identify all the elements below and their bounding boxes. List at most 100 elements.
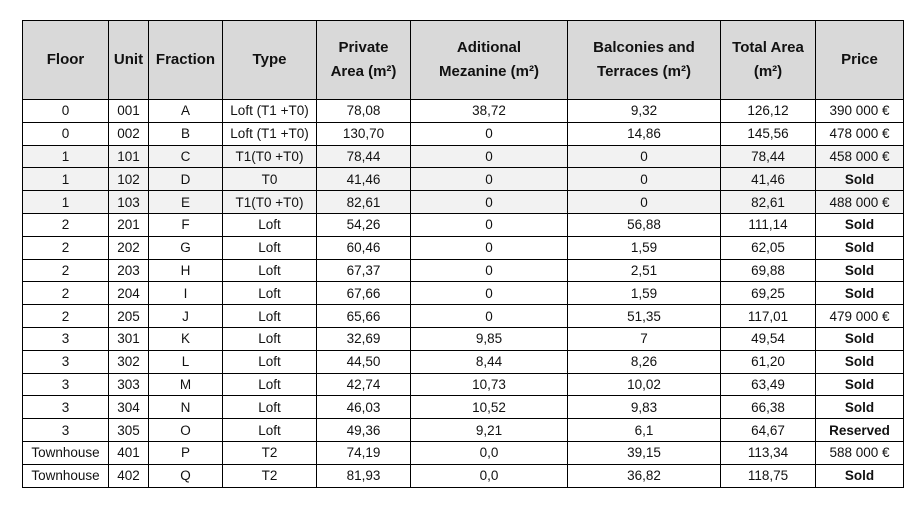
table-cell: 301 — [108, 326, 149, 351]
table-cell: 54,26 — [316, 212, 411, 237]
table-cell: Sold — [815, 349, 904, 374]
table-cell: T2 — [222, 440, 317, 465]
table-cell: 204 — [108, 281, 149, 306]
table-row: 0 002 B Loft (T1 +T0) 130,70 0 14,86 145,56 478 … — [22, 121, 904, 146]
table-row: Townhouse 401 P T2 74,19 0,0 39,15 113,34 588 00… — [22, 440, 904, 465]
table-cell: 78,44 — [720, 144, 816, 169]
table-cell: 1 — [22, 144, 109, 169]
table-cell: 0 — [22, 99, 109, 123]
table-cell: 38,72 — [410, 99, 568, 123]
table-cell: C — [148, 144, 223, 169]
table-row: 3 303 M Loft 42,74 10,73 10,02 63,49 Sold — [22, 372, 904, 397]
table-cell: 588 000 € — [815, 440, 904, 465]
header-cell: Aditional Mezanine (m²) — [410, 20, 568, 100]
header-cell: Price — [815, 20, 904, 100]
table-cell: D — [148, 167, 223, 192]
table-cell: 3 — [22, 326, 109, 351]
table-cell: Loft — [222, 372, 317, 397]
table-cell: 42,74 — [316, 372, 411, 397]
table-row: 1 103 E T1(T0 +T0) 82,61 0 0 82,61 488 000 € — [22, 190, 904, 214]
table-cell: 78,44 — [316, 144, 411, 169]
table-cell: Townhouse — [22, 463, 109, 488]
table-cell: 402 — [108, 463, 149, 488]
header-cell: Private Area (m²) — [316, 20, 411, 100]
table-cell: T0 — [222, 167, 317, 192]
table-cell: N — [148, 395, 223, 420]
table-cell: 60,46 — [316, 235, 411, 260]
table-cell: 1,59 — [567, 281, 721, 306]
table-cell: 101 — [108, 144, 149, 169]
table-cell: 9,83 — [567, 395, 721, 420]
table-cell: 0 — [410, 258, 568, 283]
table-cell: 6,1 — [567, 418, 721, 442]
table-row: 1 102 D T0 41,46 0 0 41,46 Sold — [22, 167, 904, 192]
table-cell: 69,25 — [720, 281, 816, 306]
table-cell: 117,01 — [720, 304, 816, 328]
table-cell: 205 — [108, 304, 149, 328]
header-text: Area (m²) — [330, 63, 397, 80]
table-cell: Sold — [815, 235, 904, 260]
header-cell: Balconies and Terraces (m²) — [567, 20, 721, 100]
table-cell: 36,82 — [567, 463, 721, 488]
header-cell: Total Area (m²) — [720, 20, 816, 100]
table-cell: 1 — [22, 190, 109, 214]
table-cell: F — [148, 212, 223, 237]
table-cell: 0,0 — [410, 463, 568, 488]
table-cell: 001 — [108, 99, 149, 123]
header-cell: Unit — [108, 20, 149, 100]
table-cell: 0 — [410, 121, 568, 146]
table-cell: K — [148, 326, 223, 351]
table-cell: 8,44 — [410, 349, 568, 374]
table-cell: Loft — [222, 349, 317, 374]
table-row: 2 204 I Loft 67,66 0 1,59 69,25 Sold — [22, 281, 904, 306]
price-table: Floor Unit Fraction Type Private Area (m²) Adi… — [22, 20, 904, 488]
table-cell: 304 — [108, 395, 149, 420]
table-cell: 81,93 — [316, 463, 411, 488]
table-cell: 0 — [567, 190, 721, 214]
table-row: 3 304 N Loft 46,03 10,52 9,83 66,38 Sold — [22, 395, 904, 420]
table-row: 1 101 C T1(T0 +T0) 78,44 0 0 78,44 458 000 € — [22, 144, 904, 169]
table-cell: 56,88 — [567, 212, 721, 237]
table-row: 0 001 A Loft (T1 +T0) 78,08 38,72 9,32 126,12 39… — [22, 99, 904, 123]
table-cell: 41,46 — [316, 167, 411, 192]
table-cell: 9,32 — [567, 99, 721, 123]
table-cell: B — [148, 121, 223, 146]
table-cell: I — [148, 281, 223, 306]
table-cell: 2,51 — [567, 258, 721, 283]
table-cell: 488 000 € — [815, 190, 904, 214]
header-row: Floor Unit Fraction Type Private Area (m²) Adi… — [22, 20, 904, 100]
table-cell: 10,52 — [410, 395, 568, 420]
table-cell: 66,38 — [720, 395, 816, 420]
table-cell: 41,46 — [720, 167, 816, 192]
table-cell: 0 — [22, 121, 109, 146]
table-cell: 202 — [108, 235, 149, 260]
table-row: 3 301 K Loft 32,69 9,85 7 49,54 Sold — [22, 326, 904, 351]
table-cell: T1(T0 +T0) — [222, 144, 317, 169]
table-cell: 401 — [108, 440, 149, 465]
table-cell: 0,0 — [410, 440, 568, 465]
table-cell: 3 — [22, 349, 109, 374]
table-row: 2 202 G Loft 60,46 0 1,59 62,05 Sold — [22, 235, 904, 260]
table-cell: 2 — [22, 235, 109, 260]
table-cell: Loft — [222, 281, 317, 306]
table-cell: 118,75 — [720, 463, 816, 488]
header-text: Aditional — [456, 39, 522, 56]
table-cell: Sold — [815, 463, 904, 488]
table-cell: Loft — [222, 258, 317, 283]
table-cell: G — [148, 235, 223, 260]
table-cell: Townhouse — [22, 440, 109, 465]
table-cell: H — [148, 258, 223, 283]
table-cell: 39,15 — [567, 440, 721, 465]
table-cell: 305 — [108, 418, 149, 442]
table-cell: 145,56 — [720, 121, 816, 146]
table-cell: E — [148, 190, 223, 214]
table-cell: 0 — [410, 144, 568, 169]
table-cell: 65,66 — [316, 304, 411, 328]
table-cell: 2 — [22, 212, 109, 237]
table-cell: 103 — [108, 190, 149, 214]
table-cell: 10,02 — [567, 372, 721, 397]
table-cell: 62,05 — [720, 235, 816, 260]
header-cell: Fraction — [148, 20, 223, 100]
table-cell: 390 000 € — [815, 99, 904, 123]
table-cell: 49,36 — [316, 418, 411, 442]
